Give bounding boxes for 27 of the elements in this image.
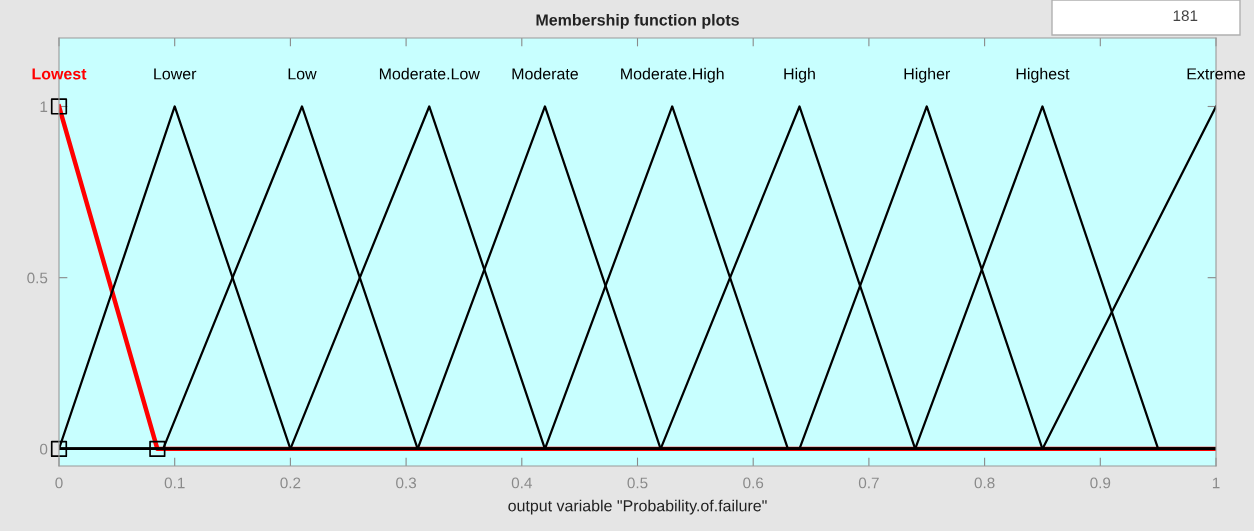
- series-label: Higher: [904, 67, 951, 83]
- x-tick-label: 0.9: [1090, 477, 1111, 489]
- text: Lowest: [32, 68, 87, 80]
- series-label: High: [784, 67, 815, 83]
- x-tick-label: 0: [55, 477, 63, 489]
- x-tick-label: 0.2: [280, 477, 301, 489]
- y-tick-label: 1: [40, 101, 48, 113]
- x-axis-title: output variable "Probability.of.failure": [508, 499, 767, 515]
- x-tick-label: 0.3: [396, 477, 417, 489]
- x-tick-label: 0.4: [511, 477, 532, 489]
- text: 181: [1173, 10, 1198, 22]
- series-label: Highest: [1016, 67, 1070, 83]
- text: Moderate: [512, 67, 578, 80]
- y-tick-label: 0: [39, 443, 48, 455]
- text: Moderate.Low: [379, 67, 480, 80]
- x-tick-label: 0.6: [743, 477, 764, 489]
- x-tick-label: 0.8: [974, 477, 995, 489]
- x-tick-label: 0.5: [627, 477, 648, 489]
- chart-title: Membership function plots: [536, 13, 739, 29]
- series-label: Moderate.High: [621, 67, 724, 83]
- series-label: Low: [288, 68, 317, 80]
- y-tick-label: 0.5: [27, 272, 48, 284]
- text: Lower: [154, 68, 197, 80]
- text: Extreme: [1187, 68, 1246, 80]
- x-tick-label: 0.1: [164, 477, 185, 489]
- x-tick-label: 1: [1212, 477, 1220, 489]
- x-tick-label: 0.7: [858, 477, 879, 489]
